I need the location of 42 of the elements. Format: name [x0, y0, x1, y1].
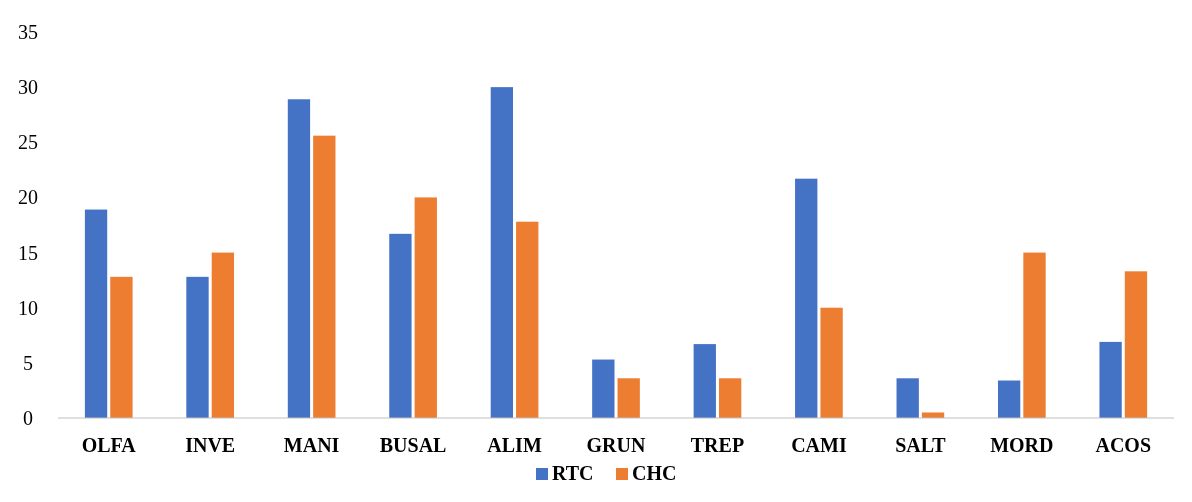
x-tick-label: GRUN — [586, 434, 646, 456]
bar — [84, 209, 108, 418]
x-tick-label: MORD — [990, 434, 1054, 456]
y-tick-label: 35 — [18, 21, 38, 43]
y-tick-label: 0 — [23, 407, 33, 429]
bar — [693, 344, 716, 418]
bar — [1023, 252, 1046, 418]
y-tick-label: 25 — [18, 131, 38, 154]
bar — [1099, 341, 1122, 418]
y-tick-label: 10 — [18, 296, 38, 319]
bar — [490, 87, 514, 418]
x-tick-label: SALT — [895, 434, 947, 456]
bar — [414, 197, 437, 418]
x-tick-label: ACOS — [1095, 434, 1152, 456]
bar — [820, 307, 843, 418]
x-tick-label: INVE — [185, 434, 236, 456]
bar — [592, 359, 615, 418]
x-tick-label: TREP — [690, 434, 745, 456]
bar — [211, 252, 235, 418]
bar — [617, 378, 640, 418]
bar — [997, 380, 1021, 418]
bar — [795, 178, 818, 418]
legend-label: RTC — [552, 462, 594, 484]
bar — [287, 99, 311, 418]
legend-label: CHC — [632, 462, 677, 484]
x-tick-label: BUSAL — [379, 434, 447, 456]
bar — [186, 276, 209, 418]
x-tick-label: CAMI — [791, 434, 847, 456]
y-tick-label: 5 — [23, 351, 33, 374]
bar — [718, 378, 742, 418]
bar — [896, 378, 919, 418]
x-tick-label: MANI — [283, 434, 340, 456]
bar — [313, 135, 336, 418]
bar — [110, 276, 133, 418]
y-tick-label: 20 — [18, 186, 38, 209]
bar — [516, 221, 539, 418]
y-tick-label: 15 — [18, 241, 38, 264]
x-tick-label: ALIM — [487, 434, 542, 456]
x-tick-label: OLFA — [81, 434, 137, 456]
bar — [389, 233, 412, 418]
y-tick-label: 30 — [18, 76, 38, 99]
bar — [1124, 271, 1148, 418]
